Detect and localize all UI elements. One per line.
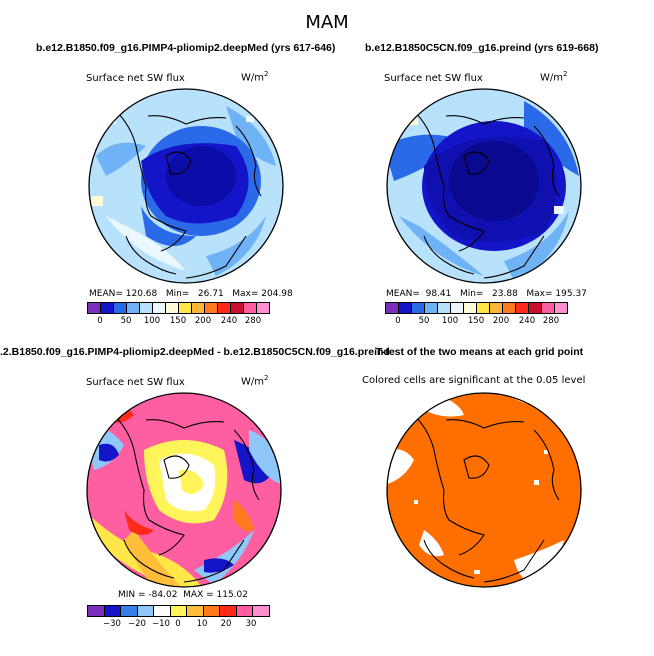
colorbar-top-right: [385, 302, 568, 314]
stats-bottom-left: MIN = -84.02 MAX = 115.02: [118, 590, 248, 600]
ttest-note: Colored cells are significant at the 0.0…: [362, 375, 586, 386]
polar-map-top-left: [88, 88, 284, 284]
variable-label-bottom-left: Surface net SW flux: [86, 377, 185, 388]
variable-label-top-left: Surface net SW flux: [86, 73, 185, 84]
colorbar-top-left: [87, 302, 270, 314]
colorbar-ticks-bottom-left: −30 −20 −10 0 10 20 30: [103, 619, 257, 629]
units-top-left: W/m2: [241, 70, 269, 84]
stats-top-left: MEAN= 120.68 Min= 26.71 Max= 204.98: [89, 289, 293, 299]
stats-top-right: MEAN= 98.41 Min= 23.88 Max= 195.37: [386, 289, 587, 299]
figure-title: MAM: [305, 12, 349, 33]
polar-map-bottom-right: [386, 392, 582, 588]
panel-title-bottom-left: .2.B1850.f09_g16.PIMP4-pliomip2.deepMed …: [0, 346, 390, 358]
polar-map-bottom-left: [86, 392, 282, 588]
polar-map-top-right: [386, 88, 582, 284]
colorbar-bottom-left: [87, 605, 270, 617]
units-top-right: W/m2: [540, 70, 568, 84]
colorbar-ticks-top-left: 0 50 100 150 200 240 280 320: [97, 316, 262, 326]
units-bottom-left: W/m2: [241, 374, 269, 388]
variable-label-top-right: Surface net SW flux: [384, 73, 483, 84]
colorbar-ticks-top-right: 0 50 100 150 200 240 280 320: [395, 316, 560, 326]
panel-title-top-left: b.e12.B1850.f09_g16.PIMP4-pliomip2.deepM…: [36, 42, 336, 54]
panel-title-bottom-right: T-test of the two means at each grid poi…: [376, 346, 584, 358]
panel-title-top-right: b.e12.B1850C5CN.f09_g16.preind (yrs 619-…: [365, 42, 599, 54]
